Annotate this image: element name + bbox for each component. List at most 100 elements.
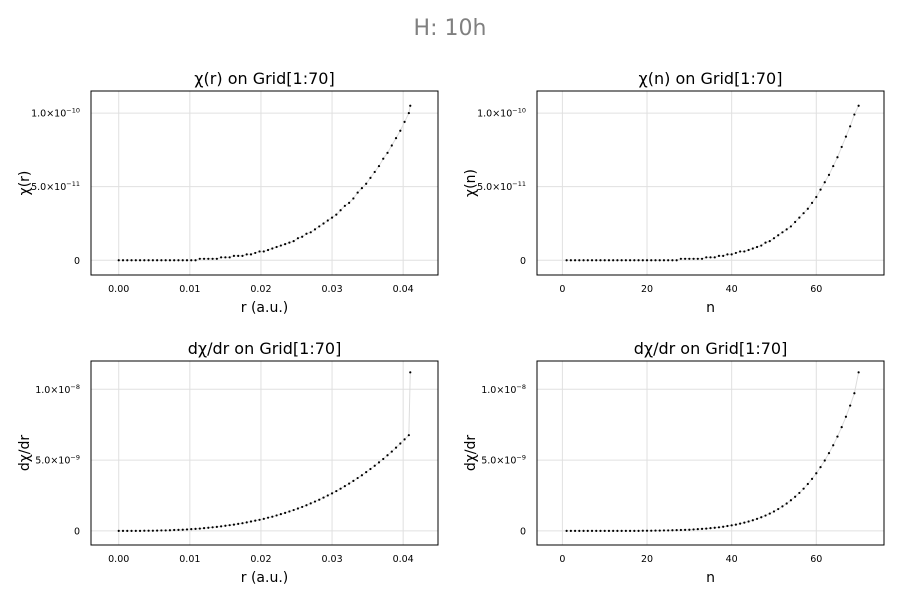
data-point xyxy=(138,259,142,262)
data-point xyxy=(713,526,716,529)
data-point xyxy=(309,502,312,505)
data-point xyxy=(722,525,725,528)
data-point xyxy=(853,113,856,116)
data-point xyxy=(658,259,661,262)
data-point xyxy=(650,529,653,532)
data-point xyxy=(679,528,682,532)
data-point xyxy=(794,220,797,224)
y-tick-label: 0 xyxy=(520,256,526,267)
y-tick-label: 0 xyxy=(520,526,526,537)
data-point xyxy=(407,111,410,115)
data-point xyxy=(832,164,835,168)
data-point xyxy=(403,438,406,441)
data-point xyxy=(849,404,852,407)
data-point xyxy=(836,156,839,159)
data-point xyxy=(399,129,402,132)
plot-frame xyxy=(536,360,885,546)
data-point xyxy=(284,511,287,514)
data-point xyxy=(645,259,649,262)
x-tick-label: 0.03 xyxy=(321,554,342,565)
data-point xyxy=(684,257,687,260)
data-point xyxy=(586,259,589,262)
data-point xyxy=(185,528,189,531)
data-point xyxy=(700,527,704,530)
data-point xyxy=(330,216,334,219)
data-point xyxy=(228,256,231,259)
data-point xyxy=(628,259,632,262)
figure-title: H: 10h xyxy=(413,16,487,41)
x-tick-label: 60 xyxy=(810,554,822,565)
data-point xyxy=(164,259,167,262)
data-point xyxy=(688,528,691,531)
data-point xyxy=(360,187,364,190)
data-point xyxy=(181,259,184,262)
y-axis-label: dχ/dr xyxy=(463,435,479,472)
data-point xyxy=(279,244,282,247)
data-point xyxy=(409,371,412,374)
data-point xyxy=(840,145,843,149)
data-point xyxy=(377,164,381,168)
data-point xyxy=(126,259,129,262)
data-point xyxy=(671,529,674,532)
data-point xyxy=(194,527,197,530)
data-point xyxy=(249,253,253,256)
data-point xyxy=(675,529,678,532)
data-point xyxy=(365,182,368,185)
data-point xyxy=(262,517,265,520)
data-point xyxy=(394,446,398,449)
data-point xyxy=(827,452,831,455)
data-point xyxy=(369,467,372,471)
data-point xyxy=(301,505,304,509)
data-point xyxy=(819,466,822,469)
data-point xyxy=(117,529,120,532)
y-axis-label: χ(n) xyxy=(463,169,479,197)
data-point xyxy=(185,259,189,262)
data-point xyxy=(798,216,801,219)
plot-frame xyxy=(90,360,439,546)
data-point xyxy=(284,242,287,246)
data-point xyxy=(237,522,240,526)
data-point xyxy=(734,523,737,526)
data-point xyxy=(156,529,159,532)
data-point xyxy=(772,510,776,513)
x-tick-label: 0.00 xyxy=(108,554,129,565)
data-point xyxy=(700,257,704,260)
data-point xyxy=(810,477,814,481)
data-point xyxy=(356,191,359,194)
data-point xyxy=(313,500,317,503)
y-tick-label: 1.0×10−10 xyxy=(31,107,80,120)
data-point xyxy=(126,529,129,532)
x-tick-label: 0.04 xyxy=(393,554,414,565)
data-point xyxy=(305,504,308,507)
data-point xyxy=(675,259,678,262)
data-point xyxy=(802,212,805,215)
data-point xyxy=(228,524,231,527)
chart-panel-1: 0.00 0.01 0.02 0.03 0.04 0 5.0×10−11 1.0×10−10 χ… xyxy=(17,69,439,316)
data-point xyxy=(134,259,137,262)
data-point xyxy=(318,498,321,501)
panel-title: dχ/dr on Grid[1:70] xyxy=(634,339,788,358)
data-point xyxy=(755,245,759,249)
data-point xyxy=(237,254,240,257)
y-tick-label: 5.0×10−11 xyxy=(477,180,526,193)
x-tick-label: 20 xyxy=(641,554,653,565)
x-tick-label: 60 xyxy=(810,284,822,295)
data-point xyxy=(641,529,644,532)
data-point xyxy=(772,237,776,240)
data-point xyxy=(164,529,167,532)
data-point xyxy=(147,529,150,532)
data-point xyxy=(667,259,670,262)
x-axis-label: n xyxy=(706,300,715,316)
data-point xyxy=(348,482,351,485)
data-point xyxy=(262,250,265,253)
data-point xyxy=(390,450,393,453)
data-point xyxy=(352,479,355,482)
data-point xyxy=(603,529,606,532)
data-point xyxy=(641,259,644,262)
series-line xyxy=(566,372,860,532)
x-axis-label: n xyxy=(706,570,715,586)
data-point xyxy=(679,257,682,260)
data-point xyxy=(684,528,687,531)
data-point xyxy=(305,232,308,235)
data-point xyxy=(734,251,737,255)
